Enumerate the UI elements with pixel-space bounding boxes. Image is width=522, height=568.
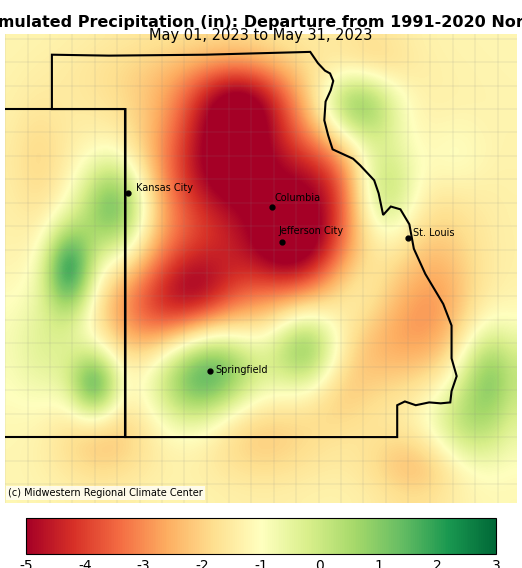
Text: (c) Midwestern Regional Climate Center: (c) Midwestern Regional Climate Center [8, 488, 203, 498]
Text: St. Louis: St. Louis [413, 228, 455, 238]
Text: Accumulated Precipitation (in): Departure from 1991-2020 Normals: Accumulated Precipitation (in): Departur… [0, 15, 522, 30]
Text: Kansas City: Kansas City [136, 183, 193, 194]
Text: Springfield: Springfield [216, 365, 268, 375]
Text: May 01, 2023 to May 31, 2023: May 01, 2023 to May 31, 2023 [149, 28, 373, 43]
Text: Columbia: Columbia [275, 193, 321, 203]
Text: Jefferson City: Jefferson City [279, 226, 344, 236]
